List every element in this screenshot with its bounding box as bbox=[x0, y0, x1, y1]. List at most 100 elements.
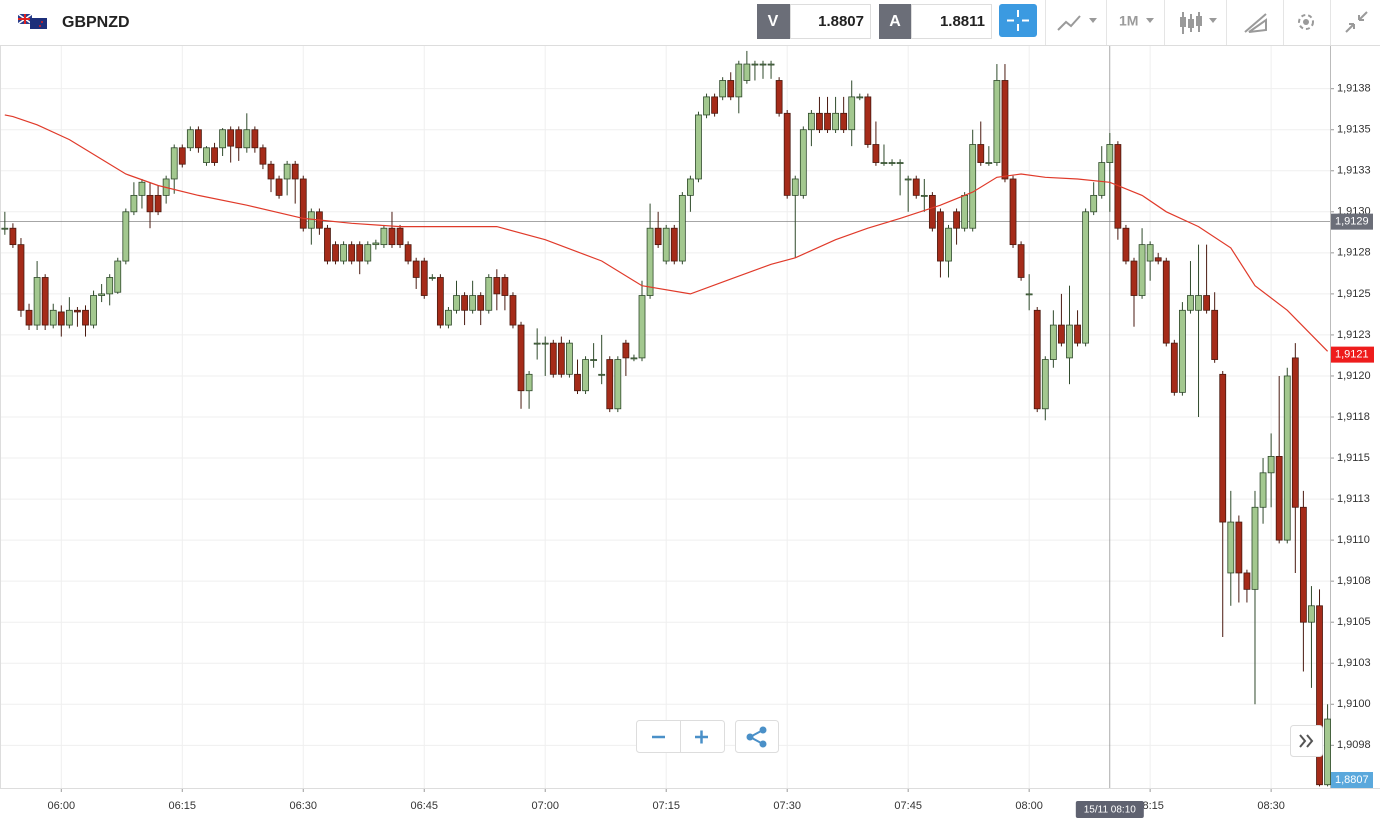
candle-body bbox=[662, 227, 670, 262]
candle-body bbox=[719, 80, 727, 98]
candle-body bbox=[807, 112, 815, 131]
candle-body bbox=[985, 162, 993, 164]
x-tick-label: 08:30 bbox=[1257, 800, 1285, 812]
share-icon[interactable] bbox=[746, 726, 767, 748]
buy-button[interactable] bbox=[879, 4, 911, 39]
candle-body bbox=[420, 260, 428, 296]
candle-body bbox=[1243, 572, 1251, 590]
candle-body bbox=[122, 211, 130, 262]
collapse-icon[interactable] bbox=[1345, 11, 1368, 33]
candle-body bbox=[1299, 506, 1307, 623]
candle-body bbox=[751, 63, 759, 66]
candle-body bbox=[211, 147, 218, 163]
timeframe[interactable]: 1M bbox=[1119, 13, 1138, 29]
candle-body bbox=[154, 194, 162, 213]
zoom-in[interactable] bbox=[695, 730, 708, 744]
candle-body bbox=[275, 178, 283, 196]
candle-body bbox=[1082, 211, 1090, 344]
candle-body bbox=[501, 277, 509, 296]
candle-body bbox=[477, 295, 485, 311]
candle-body bbox=[1259, 472, 1267, 508]
candle-body bbox=[1066, 324, 1073, 359]
candle-body bbox=[332, 244, 339, 262]
candle-body bbox=[735, 63, 743, 98]
y-tick-label: 1,9138 bbox=[1337, 83, 1371, 95]
x-tick-label: 07:30 bbox=[773, 800, 801, 812]
sell-price[interactable]: 1.8807 bbox=[818, 13, 864, 30]
candle-body bbox=[283, 163, 291, 180]
sell-label[interactable]: V bbox=[768, 13, 779, 30]
candle-body bbox=[953, 211, 960, 229]
y-tick-label: 1,9133 bbox=[1337, 165, 1371, 177]
candle-body bbox=[687, 178, 694, 196]
candle-body bbox=[138, 181, 146, 196]
crosshair-button[interactable] bbox=[999, 4, 1037, 37]
indicator-icon[interactable] bbox=[1057, 15, 1081, 31]
draw-icon[interactable] bbox=[1244, 13, 1267, 33]
candle-body bbox=[356, 244, 364, 262]
buy-price[interactable]: 1.8811 bbox=[940, 13, 985, 30]
candle-body bbox=[106, 277, 114, 295]
candle-body bbox=[622, 342, 630, 359]
candle-body bbox=[186, 129, 194, 149]
candle-body bbox=[130, 194, 138, 213]
y-tick-label: 1,9118 bbox=[1337, 411, 1370, 423]
dropdown-arrow bbox=[1146, 18, 1154, 23]
y-tick-label: 1,9108 bbox=[1337, 575, 1371, 587]
candle-body bbox=[9, 227, 17, 246]
candle-body bbox=[743, 63, 751, 81]
candle-body bbox=[453, 295, 460, 311]
candle-body bbox=[961, 194, 969, 229]
buy-price-box[interactable] bbox=[911, 4, 992, 39]
candle-body bbox=[566, 342, 573, 375]
candle-body bbox=[557, 342, 565, 375]
y-tick-label: 1,9103 bbox=[1337, 657, 1371, 669]
candle-body bbox=[582, 359, 589, 392]
candle-body bbox=[799, 129, 807, 196]
candle-body bbox=[324, 227, 331, 262]
candle-body bbox=[695, 114, 702, 180]
candle-body bbox=[1316, 605, 1323, 786]
share-box[interactable] bbox=[735, 720, 779, 753]
last-price-label: 1,8807 bbox=[1335, 774, 1369, 786]
candle-body bbox=[178, 147, 186, 165]
sell-button[interactable] bbox=[757, 4, 790, 39]
settings-icon[interactable] bbox=[1298, 14, 1314, 30]
scroll-right-button[interactable] bbox=[1290, 725, 1323, 757]
candle-body bbox=[404, 244, 412, 262]
buy-label[interactable]: A bbox=[889, 13, 901, 30]
candle-body bbox=[1308, 605, 1315, 623]
ma-price-tag bbox=[1331, 346, 1374, 363]
x-tick-label: 08:00 bbox=[1015, 800, 1043, 812]
sell-price-box[interactable] bbox=[790, 4, 871, 39]
x-tick-label: 06:15 bbox=[169, 800, 197, 812]
candle-body bbox=[396, 227, 404, 246]
candle-body bbox=[1251, 506, 1259, 590]
candle-body bbox=[1283, 375, 1291, 541]
candle-body bbox=[372, 242, 380, 246]
candle-body bbox=[1033, 309, 1041, 410]
candle-body bbox=[1267, 455, 1275, 474]
plot-area: 1,91381,91351,91331,91301,91281,91251,91… bbox=[0, 46, 1380, 818]
candle-body bbox=[1017, 244, 1025, 278]
candle-body bbox=[614, 359, 622, 410]
candle-body bbox=[1291, 357, 1299, 508]
candle-body bbox=[783, 112, 791, 196]
candle-body bbox=[1058, 324, 1065, 344]
candle-body bbox=[654, 227, 662, 246]
candle-body bbox=[348, 244, 356, 262]
candle-body bbox=[445, 309, 452, 326]
candle-body bbox=[1275, 455, 1283, 541]
ma-price-label: 1,9121 bbox=[1335, 349, 1369, 361]
crosshair-time-tag bbox=[1075, 801, 1144, 818]
candle-body bbox=[517, 324, 525, 392]
y-tick-label: 1,9100 bbox=[1337, 698, 1371, 710]
x-tick-label: 07:00 bbox=[531, 800, 559, 812]
candle-body bbox=[469, 295, 477, 311]
candle-body bbox=[630, 357, 638, 360]
candle-body bbox=[1235, 521, 1243, 574]
candle-body bbox=[1219, 373, 1227, 523]
flag-icon bbox=[17, 13, 47, 29]
